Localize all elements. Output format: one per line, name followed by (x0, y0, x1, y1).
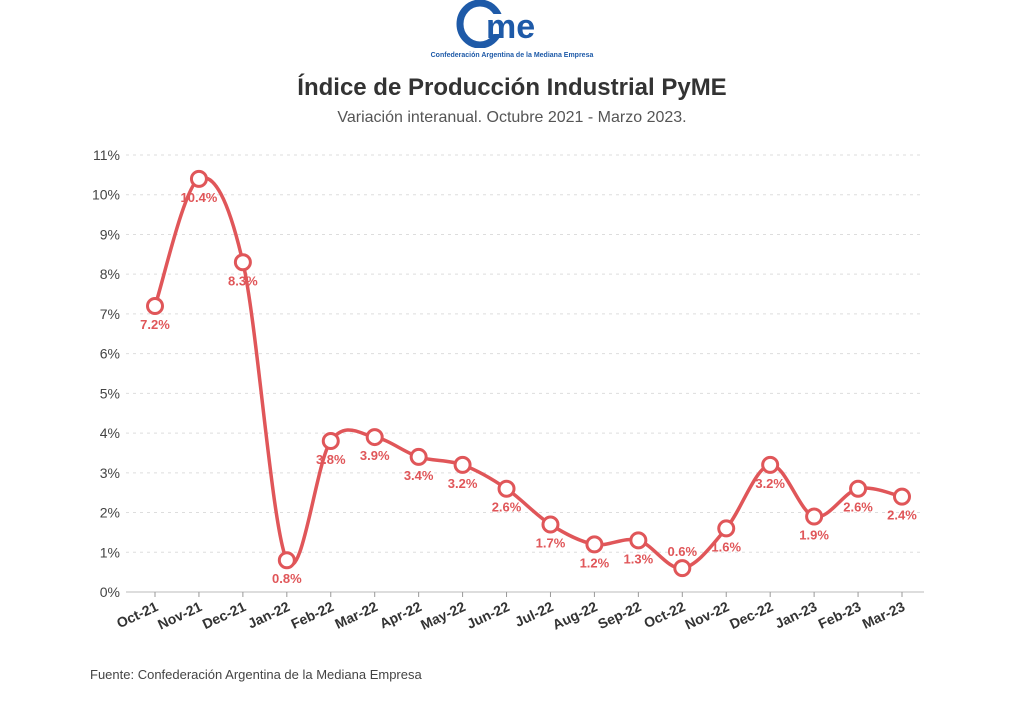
data-point (585, 535, 604, 554)
data-label: 1.2% (580, 555, 610, 570)
data-label: 7.2% (140, 317, 170, 332)
data-label: 3.9% (360, 448, 390, 463)
data-label: 2.6% (492, 500, 522, 515)
data-point (761, 455, 780, 474)
x-tick-label: Mar-22 (332, 598, 380, 632)
series-path (153, 175, 903, 570)
x-tick-label: Feb-22 (288, 598, 336, 632)
y-tick-label: 2% (100, 505, 120, 521)
x-tick-label: Jul-22 (512, 598, 556, 630)
data-point (453, 455, 472, 474)
grid-lines (126, 154, 924, 593)
data-point (233, 253, 252, 272)
data-label: 0.6% (667, 544, 697, 559)
data-label: 1.9% (799, 528, 829, 543)
x-tick-label: May-22 (418, 598, 468, 633)
x-tick-label: Jan-23 (772, 598, 819, 631)
data-label: 10.4% (181, 190, 218, 205)
x-tick-label: Dec-22 (727, 598, 776, 632)
data-point (497, 479, 516, 498)
data-points (146, 169, 911, 578)
y-tick-label: 1% (100, 544, 120, 560)
y-axis: 0% 1% 2% 3% 4% 5% 6% 7% 8% 9% 10% 11% (92, 147, 120, 600)
data-label: 1.7% (536, 535, 566, 550)
data-point (321, 432, 340, 451)
data-point (893, 487, 911, 506)
data-point (805, 507, 824, 526)
y-tick-label: 0% (100, 584, 120, 600)
data-label: 1.3% (624, 551, 654, 566)
data-point (277, 551, 296, 570)
came-logo-mark: me (456, 0, 535, 48)
data-label: 3.8% (316, 452, 346, 467)
chart-title: Índice de Producción Industrial PyME (297, 74, 727, 101)
x-tick-label: Nov-21 (155, 598, 204, 632)
data-label: 2.4% (887, 508, 917, 523)
y-tick-label: 3% (100, 465, 120, 481)
x-tick-label: Oct-21 (114, 598, 160, 631)
data-label: 3.4% (404, 468, 434, 483)
x-tick-label: Mar-23 (860, 598, 908, 632)
data-labels: 7.2% 10.4% 8.3% 0.8% 3.8% 3.9% 3.4% 3.2% 2.6% 1.7… (140, 190, 917, 586)
data-point (365, 428, 384, 447)
x-axis: Oct-21Nov-21Dec-21Jan-22Feb-22Mar-22Apr-… (114, 592, 907, 633)
x-tick-label: Aug-22 (550, 598, 600, 633)
y-tick-label: 8% (100, 266, 120, 282)
data-label: 0.8% (272, 571, 302, 586)
series-line (153, 175, 903, 570)
source-note: Fuente: Confederación Argentina de la Me… (90, 667, 422, 682)
data-point (629, 531, 648, 550)
data-point (541, 515, 560, 534)
data-point (409, 447, 428, 466)
y-tick-label: 5% (100, 385, 120, 401)
data-point (146, 296, 164, 315)
chart-subtitle: Variación interanual. Octubre 2021 - Mar… (337, 109, 687, 126)
y-tick-label: 4% (100, 425, 120, 441)
svg-text:me: me (486, 8, 535, 46)
data-point (673, 559, 692, 578)
data-label: 3.2% (448, 476, 478, 491)
came-logo: me Confederación Argentina de la Mediana… (0, 0, 1024, 66)
data-point (849, 479, 868, 498)
data-label: 2.6% (843, 500, 873, 515)
logo-tagline: Confederación Argentina de la Mediana Em… (430, 52, 594, 59)
y-tick-label: 11% (93, 147, 120, 163)
y-tick-label: 6% (100, 346, 120, 362)
x-tick-label: Sep-22 (595, 598, 644, 632)
x-tick-label: Feb-23 (816, 598, 864, 632)
data-point (717, 519, 736, 538)
x-tick-label: Apr-22 (377, 598, 424, 631)
y-tick-label: 10% (92, 187, 120, 203)
y-tick-label: 9% (100, 226, 120, 242)
x-tick-label: Oct-22 (641, 598, 687, 631)
x-tick-label: Nov-22 (682, 598, 731, 632)
x-tick-label: Jan-22 (245, 598, 292, 631)
data-point (189, 169, 208, 188)
data-label: 8.3% (228, 273, 258, 288)
x-tick-label: Jun-22 (464, 598, 512, 632)
data-label: 3.2% (755, 476, 785, 491)
x-tick-label: Dec-21 (200, 598, 249, 632)
data-label: 1.6% (711, 539, 741, 554)
y-tick-label: 7% (100, 306, 120, 322)
